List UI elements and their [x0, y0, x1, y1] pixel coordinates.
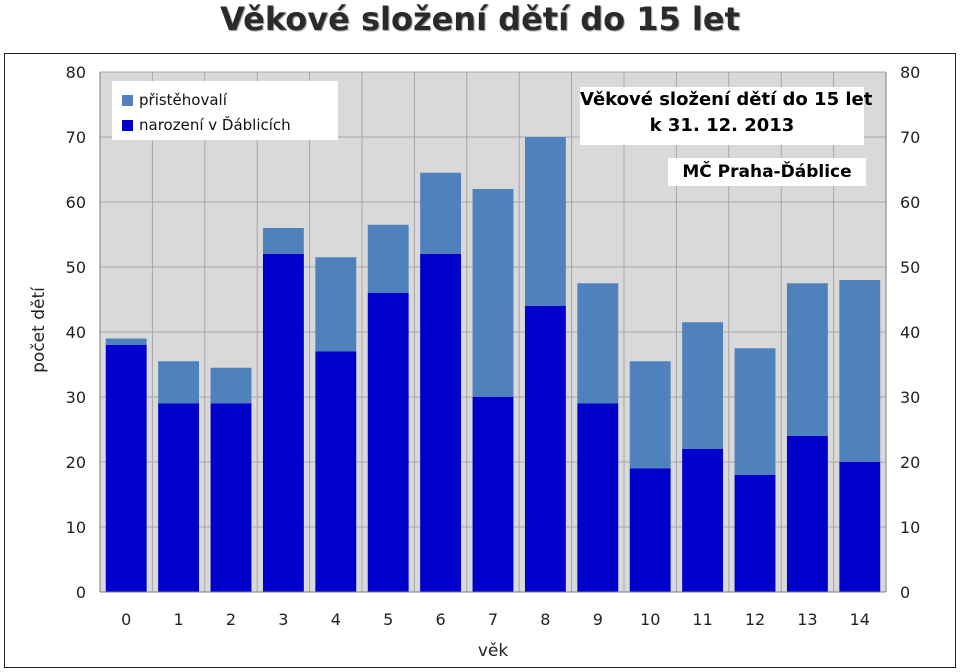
x-tick-label: 2: [226, 610, 236, 629]
y-tick-label-left: 20: [66, 453, 86, 472]
x-tick-label: 12: [745, 610, 765, 629]
x-tick-label: 4: [331, 610, 341, 629]
info-date: k 31. 12. 2013: [649, 115, 795, 136]
bar-immigrants: [367, 224, 409, 293]
y-tick-label-right: 10: [900, 518, 920, 537]
legend-label-immigrants: přistěhovalí: [139, 91, 227, 109]
bar-born: [315, 351, 357, 592]
place-label: MČ Praha-Ďáblice: [668, 158, 866, 186]
bar-immigrants: [420, 172, 462, 254]
y-tick-label-left: 40: [66, 323, 86, 342]
x-tick-label: 10: [640, 610, 660, 629]
legend-swatch-immigrants: [122, 94, 133, 106]
bar-born: [210, 403, 252, 592]
x-axis-title: věk: [478, 641, 509, 661]
bar-born: [367, 293, 409, 592]
x-tick-label: 5: [383, 610, 393, 629]
y-tick-label-right: 80: [900, 63, 920, 82]
y-tick-label-right: 60: [900, 193, 920, 212]
legend-item-born: narození v Ďáblicích: [122, 114, 291, 136]
bar-born: [682, 449, 724, 592]
x-tick-label: 8: [540, 610, 550, 629]
x-tick-label: 11: [692, 610, 712, 629]
bar-immigrants: [472, 189, 514, 397]
bar-born: [105, 345, 147, 592]
legend-label-born: narození v Ďáblicích: [139, 116, 291, 134]
x-tick-label: 14: [850, 610, 870, 629]
bar-immigrants: [786, 283, 828, 436]
bar-born: [420, 254, 462, 592]
x-tick-label: 0: [121, 610, 131, 629]
y-tick-label-right: 30: [900, 388, 920, 407]
bar-immigrants: [839, 280, 881, 462]
y-tick-label-left: 30: [66, 388, 86, 407]
bar-immigrants: [315, 257, 357, 352]
legend-item-immigrants: přistěhovalí: [122, 89, 227, 111]
bar-born: [577, 403, 619, 592]
bar-immigrants: [210, 367, 252, 404]
axes: [99, 72, 887, 593]
bar-born: [629, 468, 671, 592]
bar-born: [472, 397, 514, 592]
x-tick-label: 3: [278, 610, 288, 629]
legend: přistěhovalí narození v Ďáblicích: [112, 81, 338, 140]
bar-born: [524, 306, 566, 592]
y-tick-label-right: 0: [900, 583, 910, 602]
bar-immigrants: [105, 338, 147, 345]
bar-immigrants: [262, 228, 304, 254]
chart-info-box: Věkové složení dětí do 15 let k 31. 12. …: [580, 87, 873, 145]
x-tick-label: 7: [488, 610, 498, 629]
y-tick-label-left: 10: [66, 518, 86, 537]
x-tick-label: 13: [797, 610, 817, 629]
bar-immigrants: [524, 137, 566, 306]
y-tick-label-left: 0: [76, 583, 86, 602]
bar-born: [158, 403, 200, 592]
x-tick-label: 6: [436, 610, 446, 629]
bar-immigrants: [158, 361, 200, 404]
bar-immigrants: [629, 361, 671, 469]
bars: [105, 137, 881, 592]
y-tick-label-left: 60: [66, 193, 86, 212]
y-tick-label-right: 40: [900, 323, 920, 342]
y-tick-label-left: 80: [66, 63, 86, 82]
legend-swatch-born: [122, 119, 133, 131]
bar-born: [786, 436, 828, 592]
y-tick-label-left: 70: [66, 128, 86, 147]
x-tick-label: 9: [593, 610, 603, 629]
info-title: Věkové složení dětí do 15 let: [580, 89, 873, 110]
y-tick-label-right: 50: [900, 258, 920, 277]
bar-immigrants: [734, 348, 776, 475]
bar-immigrants: [577, 283, 619, 404]
bar-born: [839, 462, 881, 592]
bar-born: [734, 475, 776, 592]
y-tick-label-right: 70: [900, 128, 920, 147]
y-tick-label-right: 20: [900, 453, 920, 472]
x-tick-label: 1: [174, 610, 184, 629]
bar-born: [262, 254, 304, 592]
page-title: Věkové složení dětí do 15 let: [220, 0, 740, 38]
y-axis-title: počet dětí: [29, 286, 49, 373]
y-tick-label-left: 50: [66, 258, 86, 277]
bar-immigrants: [682, 322, 724, 449]
